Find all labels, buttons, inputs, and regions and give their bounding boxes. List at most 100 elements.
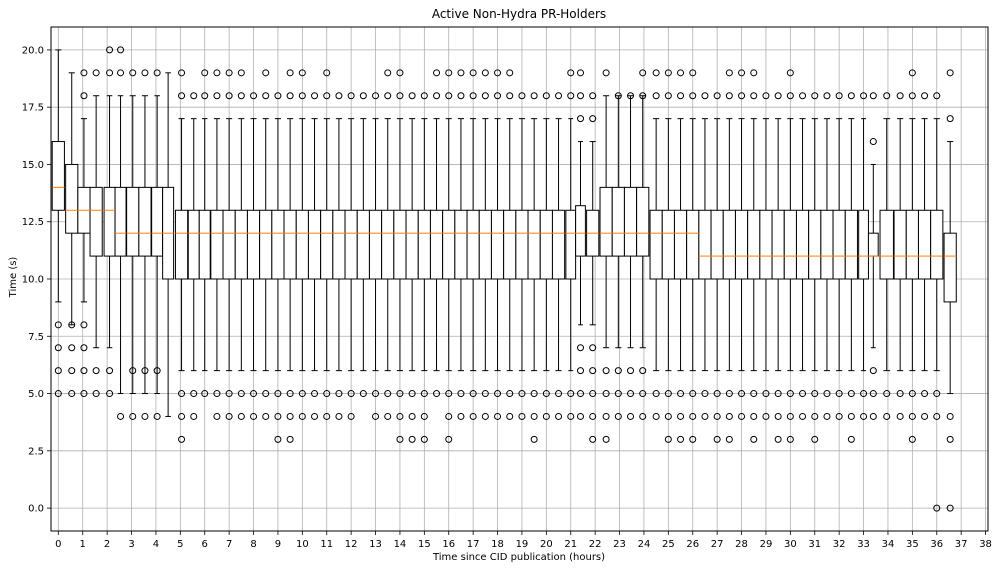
box-17	[259, 118, 273, 372]
flier-point	[518, 92, 526, 100]
flier-point	[323, 69, 331, 77]
y-tick-label: 7.5	[28, 332, 44, 343]
box-60	[783, 118, 797, 372]
box-49	[649, 118, 663, 372]
flier-point	[141, 69, 149, 77]
flier-point	[445, 435, 453, 443]
flier-point	[542, 92, 550, 100]
flier-point	[869, 390, 877, 398]
box-body	[381, 209, 395, 280]
box-25	[356, 118, 370, 372]
box-52	[686, 118, 700, 372]
flier-point	[614, 412, 622, 420]
box-45	[599, 95, 613, 349]
flier-point	[811, 92, 819, 100]
y-tick-label: 2.5	[28, 446, 44, 457]
box-12	[198, 118, 211, 372]
flier-point	[80, 390, 88, 398]
box-6	[126, 95, 140, 395]
flier-point	[68, 321, 76, 329]
flier-point	[921, 390, 929, 398]
box-33	[454, 118, 468, 372]
flier-point	[92, 367, 100, 375]
flier-point	[786, 69, 794, 77]
flier-point	[201, 390, 209, 398]
x-tick-label: 14	[394, 539, 407, 550]
box-body	[599, 186, 613, 257]
box-body	[698, 209, 712, 280]
box-21	[307, 118, 322, 372]
box-body	[356, 209, 370, 280]
flier-point	[664, 435, 672, 443]
flier-point	[372, 92, 380, 100]
flier-point	[323, 412, 331, 420]
x-tick-label: 3	[128, 539, 134, 550]
flier-point	[627, 367, 635, 375]
flier-point	[664, 390, 672, 398]
flier-point	[481, 69, 489, 77]
flier-point	[201, 92, 209, 100]
box-body	[187, 209, 200, 280]
flier-point	[933, 412, 941, 420]
box-body	[283, 209, 297, 280]
flier-point	[933, 504, 941, 512]
flier-point	[68, 344, 76, 352]
flier-point	[117, 69, 125, 77]
flier-point	[725, 435, 733, 443]
box-41	[551, 118, 566, 372]
x-tick-label: 18	[491, 539, 504, 550]
flier-point	[506, 390, 514, 398]
flier-point	[80, 321, 88, 329]
x-tick-label: 21	[564, 539, 577, 550]
flier-point	[274, 92, 282, 100]
flier-point	[457, 390, 465, 398]
flier-point	[677, 390, 685, 398]
box-68	[879, 118, 894, 372]
flier-point	[80, 344, 88, 352]
flier-point	[445, 412, 453, 420]
flier-point	[68, 390, 76, 398]
flier-point	[359, 390, 367, 398]
box-body	[126, 186, 140, 257]
flier-point	[811, 390, 819, 398]
flier-point	[774, 390, 782, 398]
flier-point	[178, 412, 186, 420]
flier-point	[530, 435, 538, 443]
flier-point	[689, 92, 697, 100]
box-body	[551, 209, 566, 280]
flier-point	[225, 390, 233, 398]
flier-point	[141, 412, 149, 420]
box-0	[51, 49, 65, 303]
flier-point	[141, 367, 149, 375]
box-body	[747, 209, 761, 280]
box-42	[565, 118, 577, 372]
flier-point	[835, 92, 843, 100]
flier-point	[92, 390, 100, 398]
box-body	[368, 209, 383, 280]
flier-point	[799, 390, 807, 398]
flier-point	[589, 435, 597, 443]
flier-point	[190, 412, 198, 420]
flier-point	[153, 412, 161, 420]
flier-point	[577, 367, 585, 375]
box-body	[271, 209, 285, 280]
box-55	[722, 118, 736, 372]
box-body	[783, 209, 797, 280]
flier-point	[652, 412, 660, 420]
flier-point	[384, 412, 392, 420]
flier-point	[614, 390, 622, 398]
flier-point	[117, 46, 125, 54]
flier-point	[811, 435, 819, 443]
flier-point	[750, 69, 758, 77]
flier-point	[153, 367, 161, 375]
flier-point	[80, 69, 88, 77]
flier-point	[664, 92, 672, 100]
flier-point	[518, 390, 526, 398]
flier-point	[408, 435, 416, 443]
box-body	[649, 209, 663, 280]
box-24	[344, 118, 358, 372]
flier-point	[946, 412, 954, 420]
flier-point	[469, 92, 477, 100]
x-tick-label: 6	[202, 539, 208, 550]
